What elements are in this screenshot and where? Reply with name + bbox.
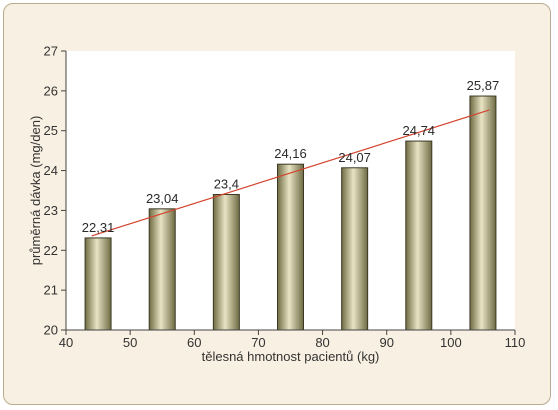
y-tick-label: 23 bbox=[44, 203, 58, 218]
bar bbox=[469, 95, 497, 331]
x-tick-label: 40 bbox=[59, 335, 73, 350]
y-tick-label: 21 bbox=[44, 283, 58, 298]
data-label: 25,87 bbox=[467, 78, 500, 93]
y-tick-label: 22 bbox=[44, 243, 58, 258]
data-label: 24,07 bbox=[338, 150, 371, 165]
x-tick-label: 110 bbox=[505, 335, 526, 350]
y-tick-label: 26 bbox=[44, 83, 58, 98]
x-tick-label: 70 bbox=[251, 335, 265, 350]
data-label: 23,04 bbox=[146, 191, 179, 206]
x-tick-label: 60 bbox=[187, 335, 201, 350]
data-label: 24,74 bbox=[403, 123, 436, 138]
data-label: 23,4 bbox=[214, 176, 239, 191]
bar bbox=[341, 167, 369, 331]
bar bbox=[405, 140, 433, 331]
axes: 20 21 22 23 24 25 26 27 40 50 60 70 80 90 100 110 bbox=[44, 44, 526, 351]
data-label: 22,31 bbox=[82, 220, 115, 235]
y-tick-label: 25 bbox=[44, 123, 58, 138]
x-tick-label: 100 bbox=[440, 335, 462, 350]
y-axis-label: průměrná dávka (mg/den) bbox=[28, 116, 43, 266]
x-tick-label: 90 bbox=[379, 335, 393, 350]
data-labels: 22,31 23,04 23,4 24,16 24,07 24,74 25,87 bbox=[82, 78, 499, 235]
bar bbox=[277, 163, 304, 331]
data-label: 24,16 bbox=[274, 146, 307, 161]
trendline bbox=[91, 109, 490, 237]
y-tick-label: 24 bbox=[44, 163, 58, 178]
trendline-layer bbox=[91, 109, 490, 237]
y-tick-label: 20 bbox=[44, 323, 58, 338]
bars bbox=[84, 95, 497, 331]
bar bbox=[148, 208, 176, 331]
y-tick-label: 27 bbox=[44, 44, 58, 59]
bar bbox=[212, 193, 240, 331]
x-axis-label: tělesná hmotnost pacientů (kg) bbox=[202, 349, 380, 364]
x-tick-label: 80 bbox=[315, 335, 329, 350]
bar bbox=[84, 237, 112, 331]
x-tick-label: 50 bbox=[123, 335, 137, 350]
